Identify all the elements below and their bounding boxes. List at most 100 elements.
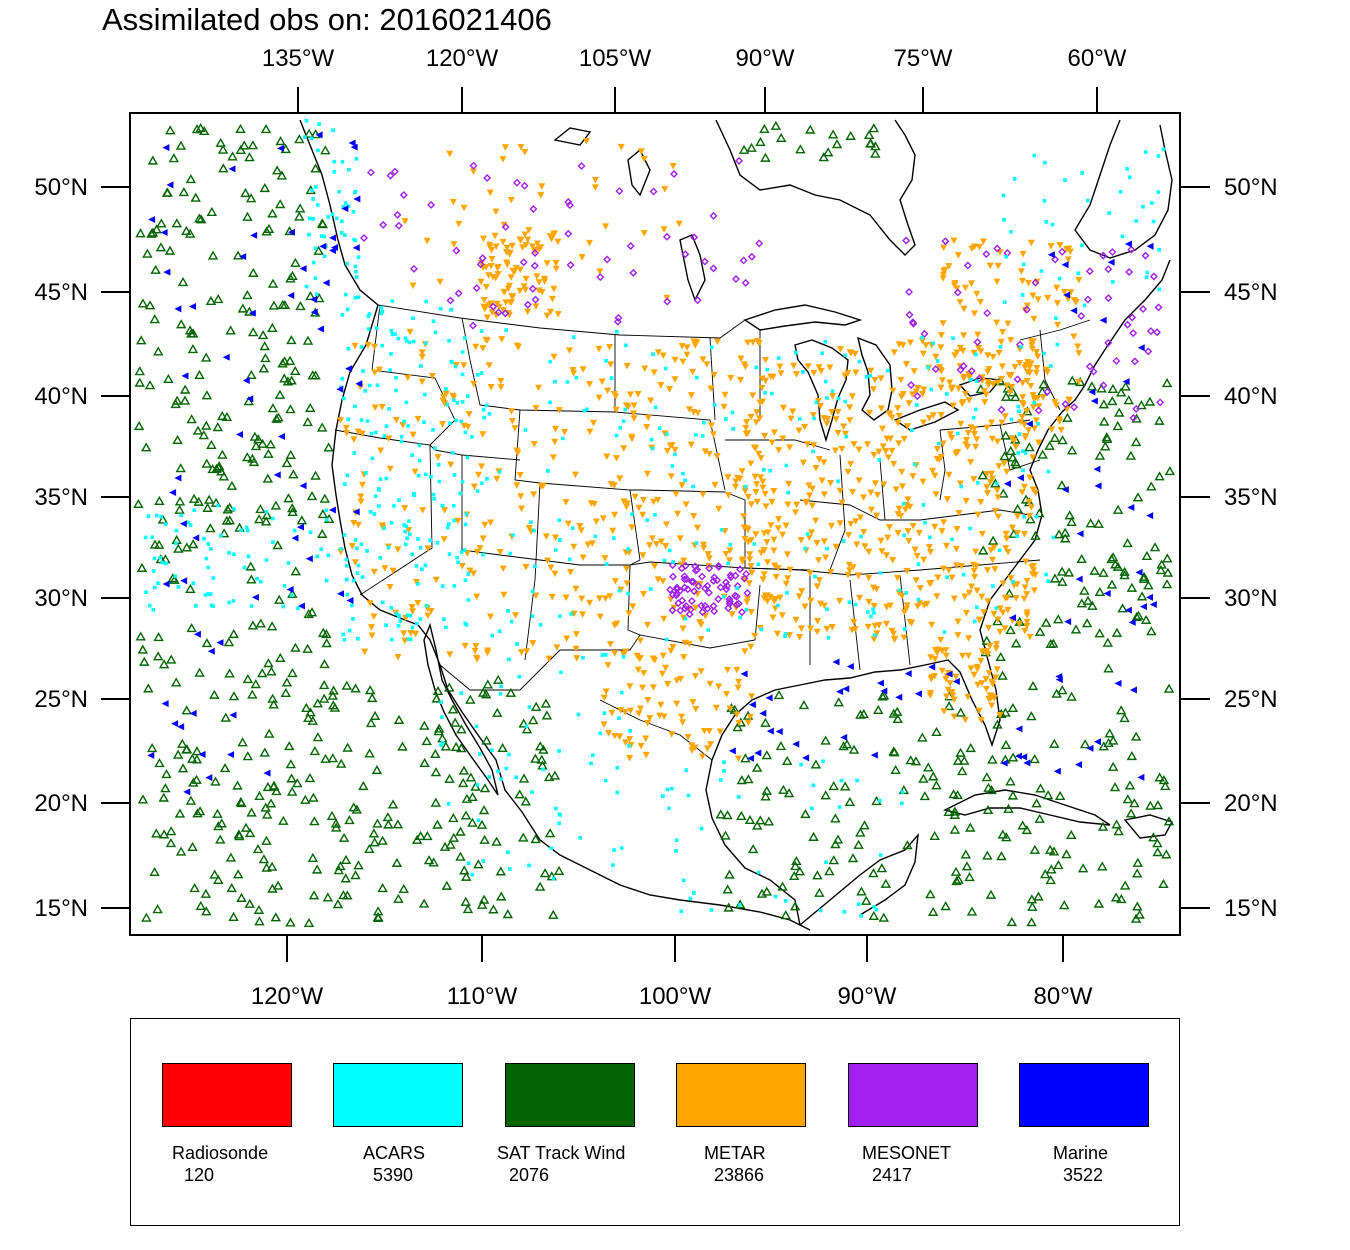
- metar-marker: [724, 666, 732, 674]
- marine-marker: [952, 678, 960, 686]
- acars-marker: [859, 534, 863, 539]
- metar-marker: [606, 343, 614, 351]
- acars-marker: [900, 801, 904, 806]
- acars-marker: [773, 894, 778, 899]
- sat-wind-marker: [1119, 570, 1130, 580]
- state-border: [630, 489, 746, 568]
- sat-wind-marker: [222, 504, 233, 514]
- metar-marker: [976, 616, 984, 624]
- mesonet-marker: [1022, 305, 1031, 314]
- mesonet-marker: [1125, 268, 1134, 277]
- sat-wind-marker: [287, 506, 298, 517]
- marine-marker: [242, 376, 250, 384]
- acars-marker: [508, 551, 513, 556]
- metar-marker: [634, 390, 642, 398]
- metar-marker: [734, 475, 742, 482]
- metar-marker: [997, 376, 1005, 383]
- metar-marker: [889, 557, 897, 564]
- state-border: [849, 579, 861, 671]
- sat-wind-marker: [303, 608, 314, 619]
- metar-marker: [885, 524, 893, 531]
- metar-marker: [508, 408, 516, 415]
- sat-wind-marker: [808, 831, 819, 841]
- state-border: [1019, 319, 1091, 341]
- acars-marker: [1156, 190, 1161, 194]
- sat-wind-marker: [253, 904, 265, 914]
- metar-marker: [1025, 498, 1033, 506]
- acars-marker: [683, 616, 688, 621]
- sat-wind-marker: [154, 758, 165, 768]
- metar-marker: [364, 341, 372, 349]
- sat-wind-marker: [1129, 798, 1140, 808]
- metar-marker: [919, 419, 927, 426]
- sat-wind-marker: [892, 713, 903, 724]
- acars-marker: [208, 592, 213, 596]
- metar-marker: [752, 444, 760, 452]
- metar-marker: [1027, 239, 1035, 247]
- metar-marker: [871, 480, 879, 487]
- metar-marker: [733, 666, 741, 674]
- metar-marker: [1047, 243, 1055, 250]
- metar-marker: [497, 378, 505, 385]
- acars-marker: [453, 364, 458, 369]
- sat-wind-marker: [1034, 813, 1045, 823]
- metar-marker: [904, 528, 912, 535]
- acars-marker: [1144, 150, 1148, 154]
- sat-wind-marker: [294, 134, 305, 144]
- acars-marker: [686, 793, 691, 798]
- sat-wind-marker: [181, 744, 193, 754]
- metar-marker: [669, 162, 677, 170]
- marine-marker: [832, 658, 840, 666]
- sat-wind-marker: [1049, 573, 1061, 583]
- sat-wind-marker: [1001, 832, 1012, 842]
- acars-marker: [347, 167, 351, 172]
- sat-wind-marker: [377, 835, 388, 845]
- metar-marker: [793, 371, 801, 378]
- marine-marker: [352, 508, 360, 516]
- marine-marker: [288, 228, 296, 236]
- metar-marker: [748, 693, 756, 700]
- marine-marker: [1023, 759, 1031, 767]
- metar-marker: [926, 692, 934, 699]
- metar-marker: [409, 282, 417, 289]
- sat-wind-marker: [250, 441, 262, 451]
- acars-marker: [942, 630, 947, 634]
- metar-marker: [1021, 364, 1029, 371]
- acars-marker: [1125, 167, 1129, 171]
- metar-marker: [689, 368, 697, 376]
- marine-marker: [840, 733, 848, 741]
- marine-marker: [1061, 261, 1069, 269]
- marine-marker: [286, 586, 294, 594]
- metar-marker: [371, 369, 379, 377]
- metar-marker: [920, 386, 928, 394]
- metar-marker: [504, 285, 512, 292]
- sat-wind-marker: [880, 878, 892, 888]
- sat-wind-marker: [239, 140, 250, 150]
- metar-marker: [823, 625, 831, 633]
- acars-marker: [1044, 572, 1048, 577]
- metar-marker: [700, 727, 708, 735]
- sat-wind-marker: [218, 163, 229, 173]
- acars-marker: [404, 524, 409, 529]
- mesonet-marker: [741, 278, 750, 287]
- metar-marker: [1070, 297, 1078, 304]
- metar-marker: [870, 451, 878, 459]
- acars-marker: [360, 575, 365, 579]
- sat-wind-marker: [1066, 691, 1077, 701]
- acars-marker: [869, 614, 873, 619]
- mesonet-marker: [907, 380, 916, 389]
- metar-marker: [910, 368, 918, 375]
- acars-marker: [1144, 275, 1149, 279]
- acars-marker: [408, 637, 413, 642]
- metar-marker: [591, 177, 599, 184]
- sat-wind-marker: [456, 743, 467, 753]
- metar-marker: [894, 420, 902, 427]
- sat-wind-marker: [165, 826, 177, 836]
- acars-marker: [255, 576, 259, 581]
- metar-marker: [743, 598, 751, 606]
- metar-marker: [637, 742, 645, 750]
- sat-wind-marker: [391, 857, 403, 867]
- acars-marker: [709, 908, 714, 912]
- metar-marker: [827, 479, 835, 487]
- metar-marker: [985, 624, 993, 632]
